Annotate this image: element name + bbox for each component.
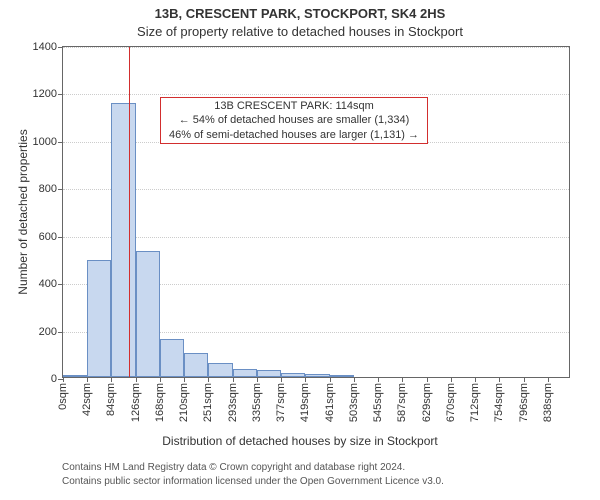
xtick-label: 251sqm bbox=[202, 383, 214, 422]
xtick-mark bbox=[548, 377, 549, 382]
gridline bbox=[63, 237, 569, 238]
xtick-label: 42sqm bbox=[81, 383, 93, 416]
xtick-label: 335sqm bbox=[251, 383, 263, 422]
xtick-mark bbox=[233, 377, 234, 382]
annotation-line: ← 54% of detached houses are smaller (1,… bbox=[164, 113, 424, 127]
chart-title-line2: Size of property relative to detached ho… bbox=[0, 24, 600, 39]
histogram-bar bbox=[257, 370, 281, 377]
xtick-label: 377sqm bbox=[275, 383, 287, 422]
xtick-label: 670sqm bbox=[445, 383, 457, 422]
footer-line1: Contains HM Land Registry data © Crown c… bbox=[62, 462, 405, 473]
plot-area: 02004006008001000120014000sqm42sqm84sqm1… bbox=[62, 46, 570, 378]
xtick-mark bbox=[208, 377, 209, 382]
xtick-label: 210sqm bbox=[178, 383, 190, 422]
xtick-mark bbox=[427, 377, 428, 382]
histogram-bar bbox=[330, 375, 354, 377]
ytick-label: 200 bbox=[39, 326, 63, 338]
footer-line2: Contains public sector information licen… bbox=[62, 476, 444, 487]
annotation-line: 13B CRESCENT PARK: 114sqm bbox=[164, 99, 424, 113]
xtick-mark bbox=[524, 377, 525, 382]
xtick-mark bbox=[281, 377, 282, 382]
xtick-label: 503sqm bbox=[348, 383, 360, 422]
histogram-bar bbox=[233, 369, 257, 377]
histogram-bar bbox=[136, 251, 160, 377]
xtick-label: 838sqm bbox=[542, 383, 554, 422]
xtick-label: 629sqm bbox=[421, 383, 433, 422]
ytick-label: 800 bbox=[39, 183, 63, 195]
xtick-label: 587sqm bbox=[396, 383, 408, 422]
y-axis-label: Number of detached properties bbox=[16, 129, 30, 294]
xtick-label: 796sqm bbox=[518, 383, 530, 422]
xtick-label: 461sqm bbox=[324, 383, 336, 422]
xtick-mark bbox=[111, 377, 112, 382]
ytick-label: 1200 bbox=[33, 88, 63, 100]
xtick-label: 168sqm bbox=[154, 383, 166, 422]
histogram-bar bbox=[160, 339, 184, 377]
ytick-label: 600 bbox=[39, 231, 63, 243]
xtick-label: 84sqm bbox=[105, 383, 117, 416]
chart-canvas: { "title": { "line1": "13B, CRESCENT PAR… bbox=[0, 0, 600, 500]
histogram-bar bbox=[184, 353, 208, 377]
histogram-bar bbox=[87, 260, 111, 377]
x-axis-label: Distribution of detached houses by size … bbox=[0, 434, 600, 448]
xtick-label: 293sqm bbox=[227, 383, 239, 422]
histogram-bar bbox=[111, 103, 135, 377]
gridline bbox=[63, 189, 569, 190]
histogram-bar bbox=[208, 363, 232, 377]
xtick-label: 545sqm bbox=[372, 383, 384, 422]
xtick-mark bbox=[184, 377, 185, 382]
xtick-label: 0sqm bbox=[57, 383, 69, 410]
xtick-mark bbox=[499, 377, 500, 382]
reference-line bbox=[129, 47, 130, 377]
histogram-bar bbox=[63, 375, 87, 377]
xtick-mark bbox=[160, 377, 161, 382]
chart-title-line1: 13B, CRESCENT PARK, STOCKPORT, SK4 2HS bbox=[0, 6, 600, 21]
xtick-mark bbox=[305, 377, 306, 382]
xtick-label: 419sqm bbox=[299, 383, 311, 422]
xtick-label: 712sqm bbox=[469, 383, 481, 422]
xtick-mark bbox=[63, 377, 64, 382]
xtick-mark bbox=[354, 377, 355, 382]
xtick-label: 126sqm bbox=[130, 383, 142, 422]
xtick-mark bbox=[87, 377, 88, 382]
xtick-label: 754sqm bbox=[493, 383, 505, 422]
ytick-label: 400 bbox=[39, 278, 63, 290]
histogram-bar bbox=[281, 373, 305, 377]
annotation-box: 13B CRESCENT PARK: 114sqm← 54% of detach… bbox=[160, 97, 428, 144]
xtick-mark bbox=[451, 377, 452, 382]
xtick-mark bbox=[257, 377, 258, 382]
gridline bbox=[63, 47, 569, 48]
ytick-label: 1000 bbox=[33, 136, 63, 148]
xtick-mark bbox=[378, 377, 379, 382]
ytick-label: 1400 bbox=[33, 41, 63, 53]
annotation-line: 46% of semi-detached houses are larger (… bbox=[164, 128, 424, 142]
xtick-mark bbox=[402, 377, 403, 382]
gridline bbox=[63, 94, 569, 95]
histogram-bar bbox=[305, 374, 329, 377]
xtick-mark bbox=[330, 377, 331, 382]
xtick-mark bbox=[136, 377, 137, 382]
xtick-mark bbox=[475, 377, 476, 382]
